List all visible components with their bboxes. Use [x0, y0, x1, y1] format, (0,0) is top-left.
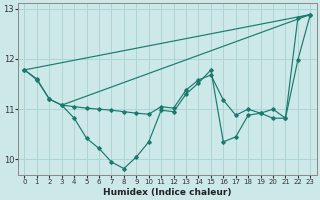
- X-axis label: Humidex (Indice chaleur): Humidex (Indice chaleur): [103, 188, 232, 197]
